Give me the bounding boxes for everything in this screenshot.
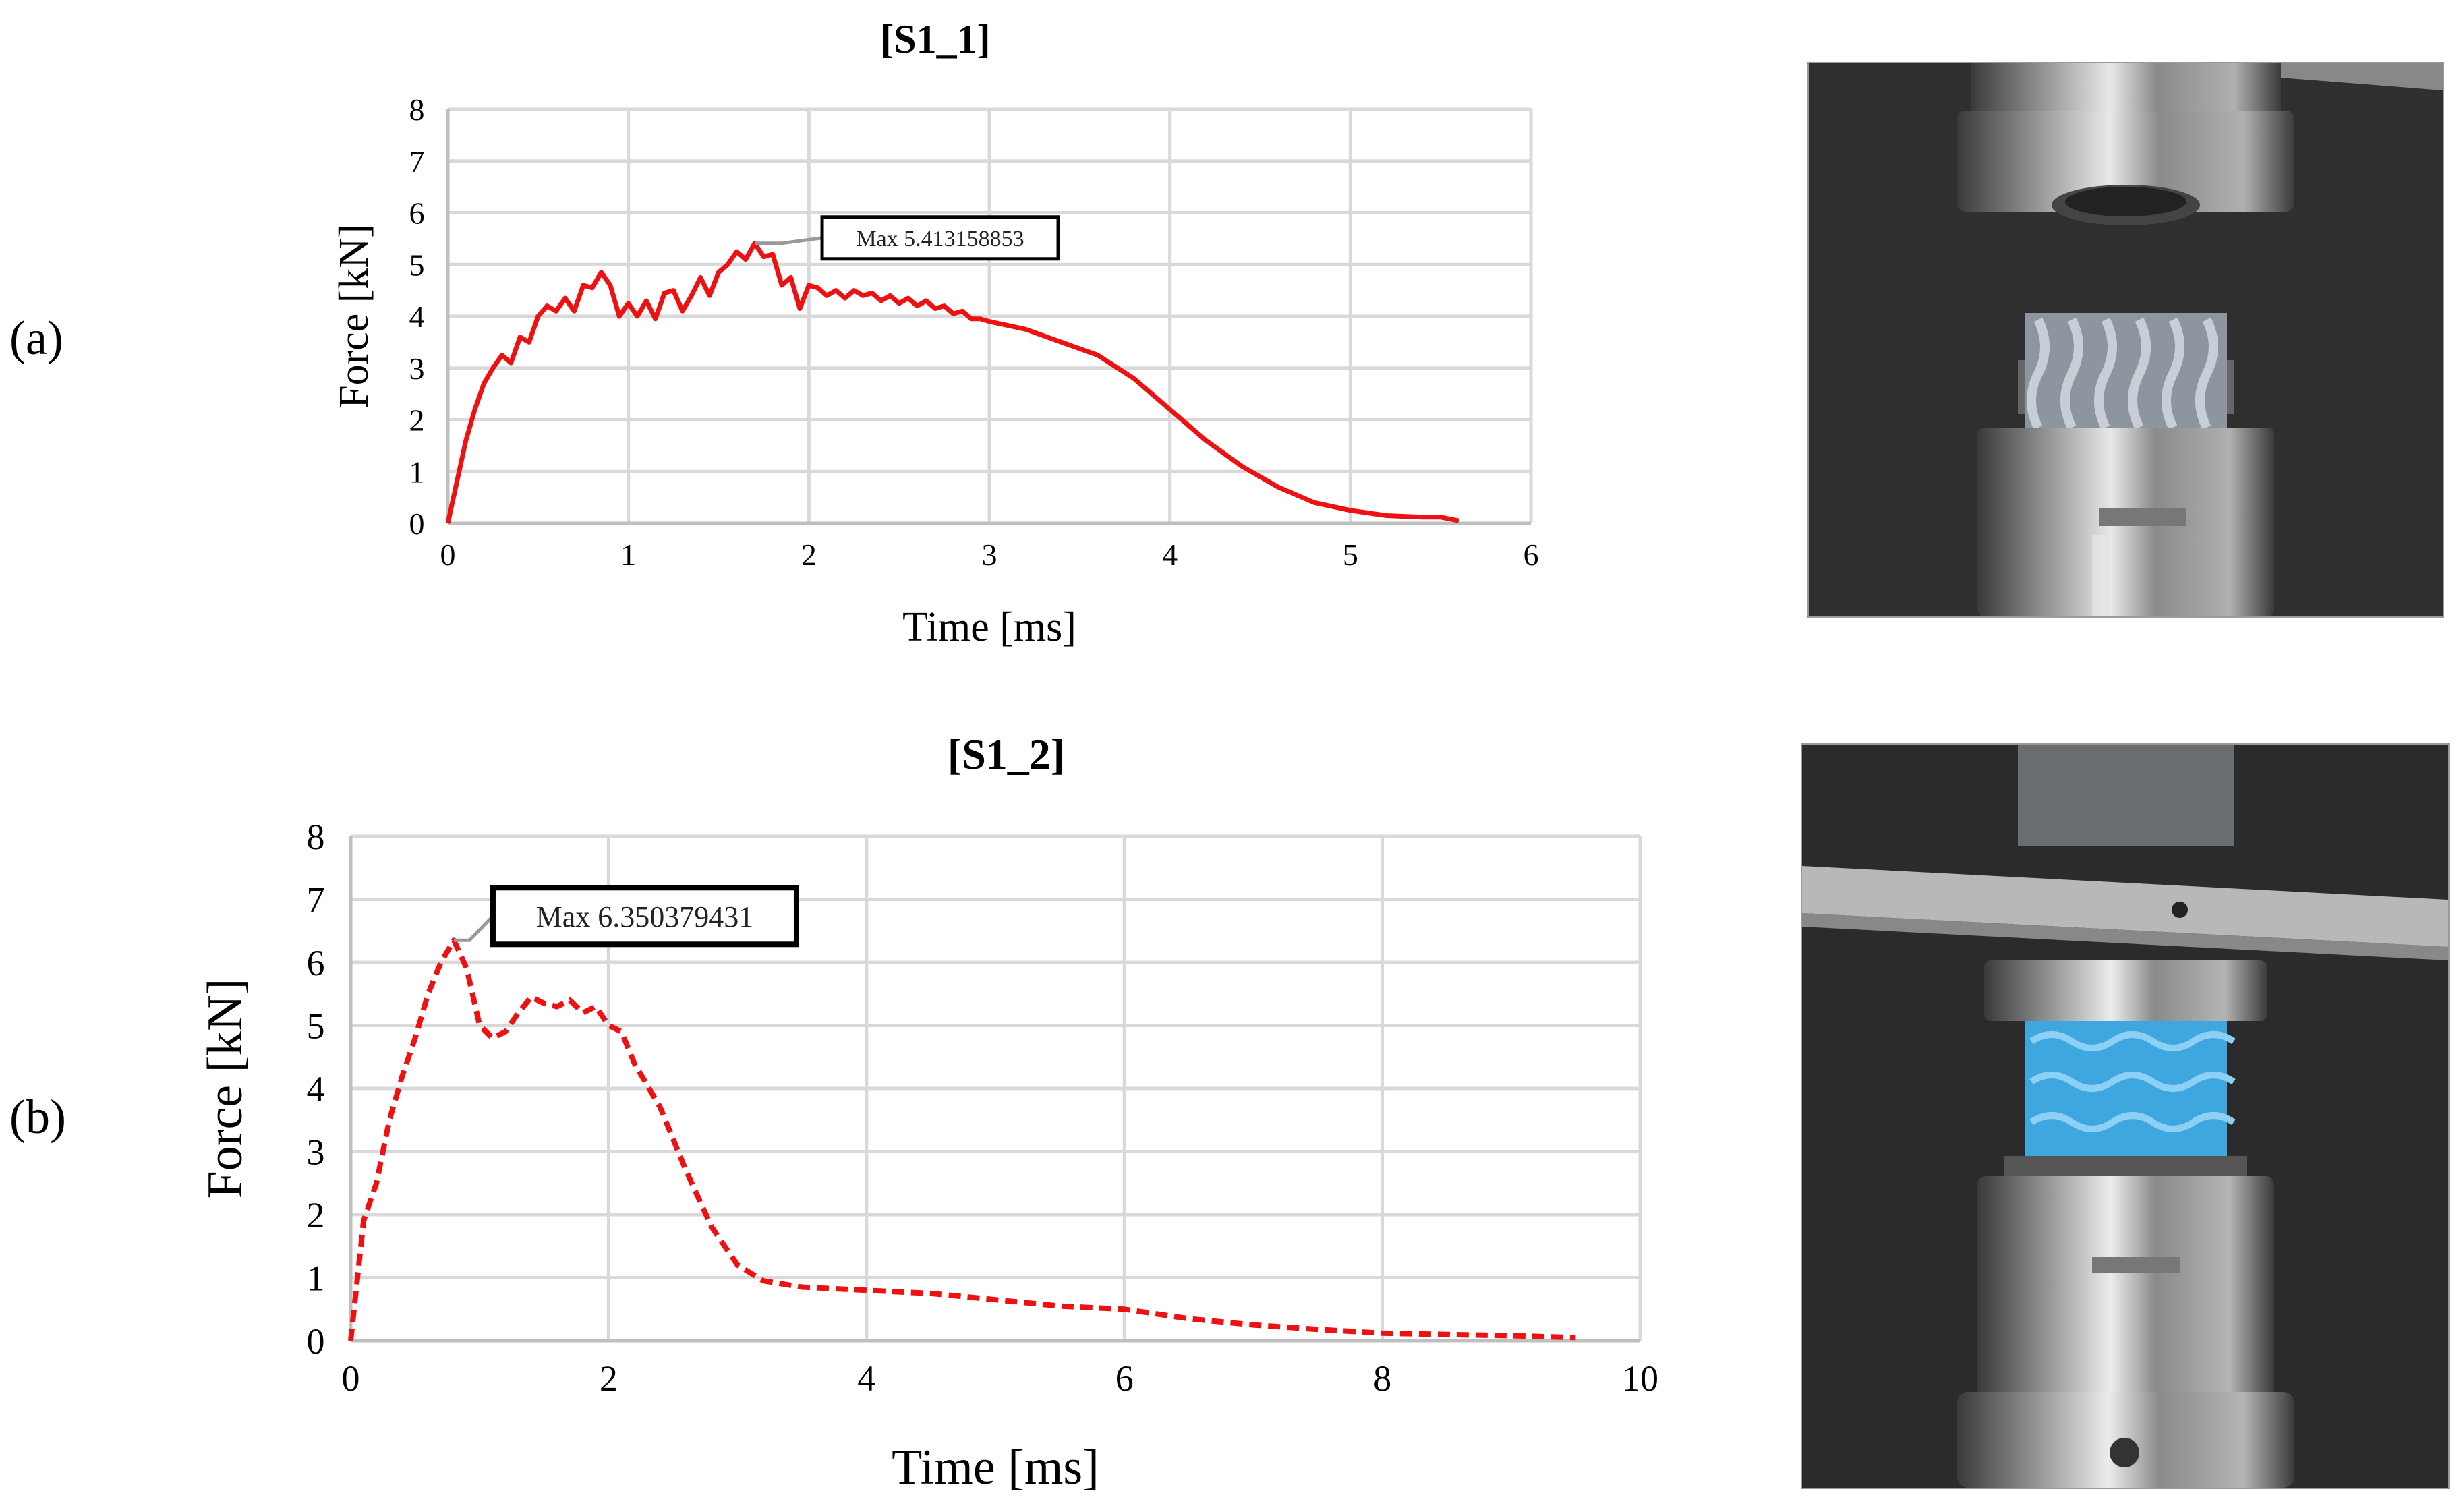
x-tick-label: 4 <box>1162 537 1178 572</box>
x-tick-label: 6 <box>1524 537 1539 572</box>
annotation-box <box>820 215 1060 261</box>
x-tick-label: 6 <box>1115 1358 1134 1399</box>
chart-title: [S1_2] <box>948 730 1065 778</box>
y-tick-label: 3 <box>307 1132 325 1172</box>
y-tick-label: 2 <box>307 1195 325 1235</box>
x-tick-label: 4 <box>857 1358 875 1399</box>
x-axis-label: Time [ms] <box>892 1440 1099 1495</box>
x-tick-label: 0 <box>342 1358 360 1399</box>
y-tick-label: 8 <box>307 817 325 857</box>
panel-label-a: (a) <box>9 311 63 365</box>
annotation-leader <box>755 236 823 245</box>
annotation-box <box>490 885 799 948</box>
y-tick-label: 6 <box>409 196 425 231</box>
panel-label-b: (b) <box>9 1090 66 1144</box>
chart-s1-1: 0 1 2 3 4 5 6 0 1 2 3 4 5 6 7 8 [S1_1] Time [ms] Force [kN… <box>331 17 1539 650</box>
x-axis-label: Time [ms] <box>902 604 1076 650</box>
annotation-label: Max 5.413158853 <box>856 227 1024 252</box>
photo-specimen-blue <box>1801 743 2450 1489</box>
annotation-leader <box>453 914 494 942</box>
chart-title: [S1_1] <box>880 17 990 61</box>
x-tick-label: 8 <box>1373 1358 1391 1399</box>
y-tick-label: 1 <box>409 455 425 489</box>
y-tick-label: 1 <box>307 1258 325 1298</box>
y-tick-label: 8 <box>409 92 425 127</box>
x-tick-label: 5 <box>1343 537 1358 572</box>
y-tick-label: 0 <box>307 1321 325 1362</box>
y-tick-label: 2 <box>409 403 425 438</box>
photo-specimen-grey <box>1807 62 2444 618</box>
series-line <box>445 241 1459 524</box>
y-tick-label: 4 <box>307 1069 325 1109</box>
x-tick-label: 10 <box>1622 1358 1658 1399</box>
chart-s1-2: 0 2 4 6 8 10 0 1 2 3 4 5 6 7 8 [S1_2] Time [ms] Force [kN… <box>198 730 1658 1495</box>
y-tick-label: 4 <box>409 299 425 334</box>
x-tick-label: 2 <box>600 1358 618 1399</box>
y-tick-label: 6 <box>307 943 325 983</box>
y-tick-label: 5 <box>307 1006 325 1046</box>
y-tick-label: 3 <box>409 351 425 386</box>
y-tick-label: 0 <box>409 506 425 541</box>
x-tick-label: 1 <box>620 537 636 572</box>
annotation-label: Max 6.350379431 <box>536 900 754 933</box>
x-tick-label: 3 <box>982 537 997 572</box>
y-tick-label: 7 <box>409 144 425 179</box>
series-line <box>348 937 1576 1341</box>
x-tick-label: 2 <box>801 537 817 572</box>
y-axis-label: Force [kN] <box>198 979 253 1199</box>
x-tick-label: 0 <box>440 537 456 572</box>
y-tick-label: 5 <box>409 248 425 282</box>
y-axis-label: Force [kN] <box>331 224 377 409</box>
y-tick-label: 7 <box>307 879 325 920</box>
